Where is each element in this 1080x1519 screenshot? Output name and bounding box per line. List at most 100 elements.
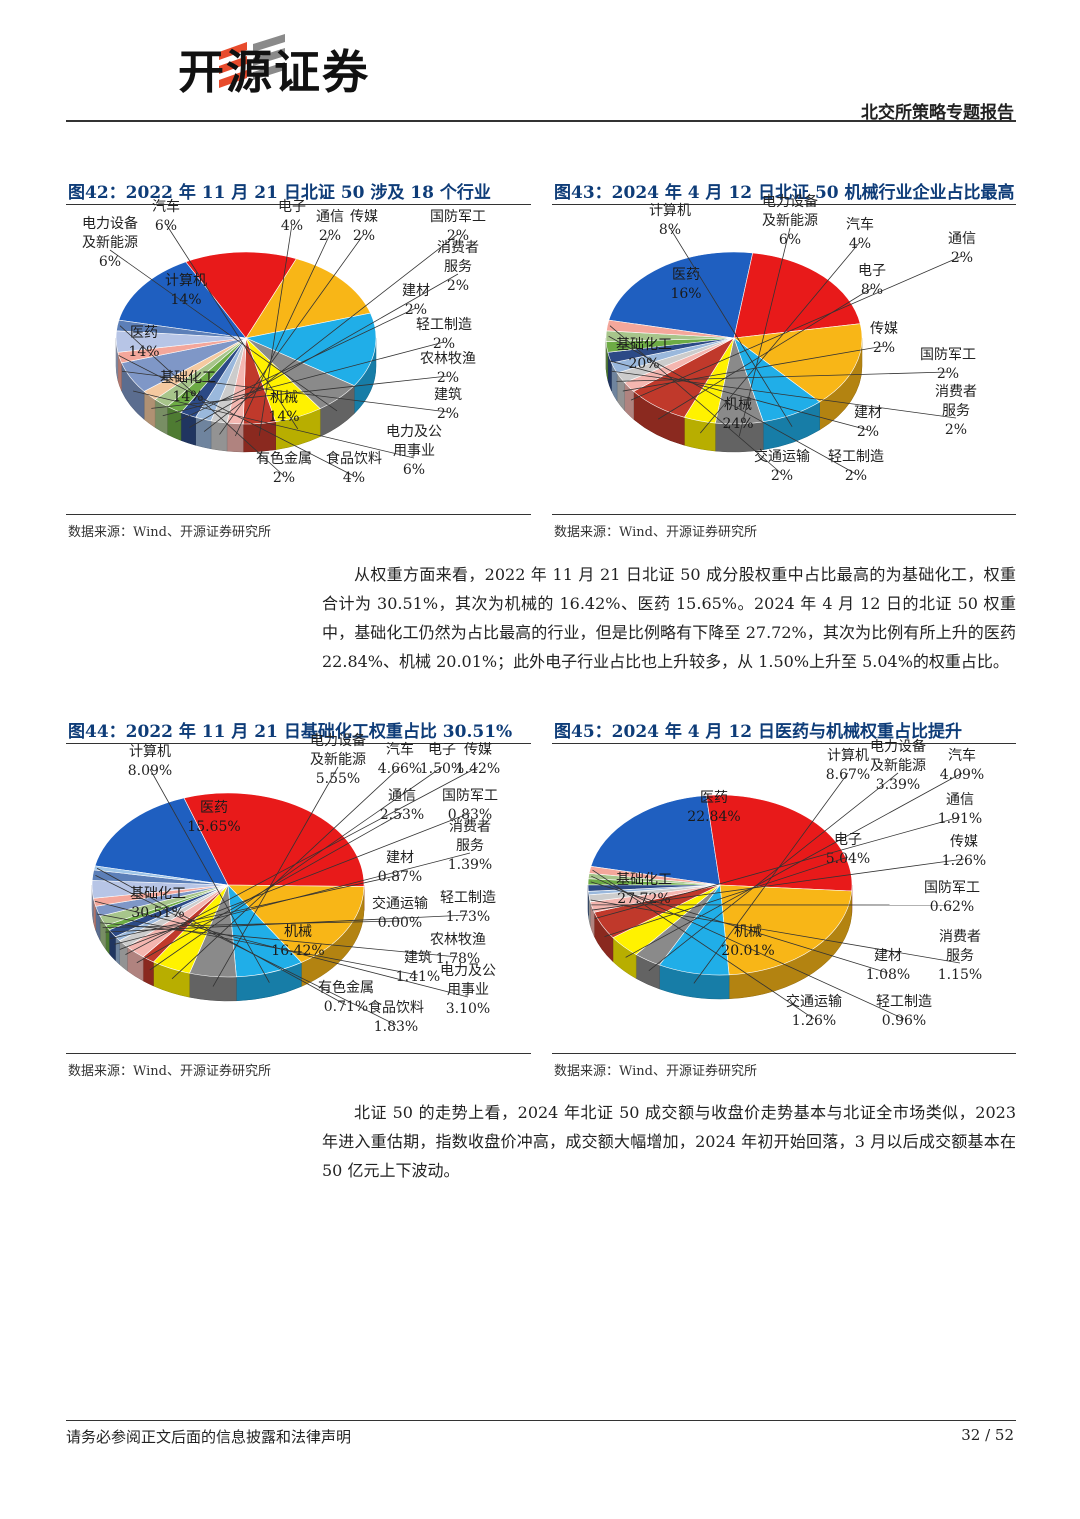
pie-label-2: 医药 22.84% [687,790,740,825]
figure-45-pie-chart: 机械 20.01%基础化工 27.72%医药 22.84%计算机 8.67%电力设备及新… [587,738,986,1029]
pie-label-15: 建筑 2% [434,387,462,422]
pie-label-17: 食品饮料 1.83% [368,999,424,1035]
pie-leader-3 [669,227,793,427]
pie-label-5: 汽车 6% [152,198,180,234]
pie-label-9: 国防军工 0.62% [924,880,980,915]
pie-slices [605,251,863,425]
pie-label-5: 汽车 4.09% [940,747,984,783]
pie-label-8: 传媒 2% [350,209,378,244]
pie-label-11: 建材 2% [854,405,882,440]
pie-label-4: 电力设备及新能源 6% [82,215,138,270]
pie-leader-3 [693,772,849,984]
pie-slice-18 [93,865,229,886]
pie-side-6 [243,421,276,453]
pie-leader-14 [100,922,459,958]
pie-label-16: 食品饮料 4% [326,450,382,486]
pie-labels: 机械 20.01%基础化工 27.72%医药 22.84%计算机 8.67%电力设备及新… [590,738,986,1029]
report-title: 北交所策略专题报告 [861,103,1014,123]
pie-label-2: 医药 14% [128,325,159,360]
pie-label-9: 国防军工 0.83% [442,788,498,823]
pie-leader-4 [648,772,899,971]
pie-leader-11 [175,307,417,423]
body-paragraph-2: 北证 50 的走势上看，2024 年北证 50 成交额与收盘价走势基本与北证全市… [322,1103,1016,1180]
pie-leader-9 [119,812,471,950]
pie-leader-6 [657,287,873,420]
pie-label-3: 计算机 8.09% [128,744,172,779]
pie-label-10: 消费者服务 2% [437,240,479,294]
pie-leader-9 [203,233,459,432]
pie-slice-13 [588,865,721,886]
pie-label-10: 消费者服务 1.39% [448,819,492,873]
figure-42-title: 图42：2022 年 11 月 21 日北证 50 涉及 18 个行业 [68,183,491,203]
pie-label-13: 交通运输 2% [754,448,810,484]
pie-label-8: 传媒 1.26% [942,834,986,869]
figure-45-bottom-rule [552,1053,1016,1054]
pie-slice-1 [183,792,365,887]
pie-label-12: 轻工制造 2% [416,317,472,352]
pie-label-11: 建材 2% [402,283,430,318]
pie-leader-5 [625,772,963,958]
pie-label-10: 消费者服务 2% [935,384,977,438]
pie-label-12: 轻工制造 1.73% [440,890,496,925]
figure-45-rule [552,743,1016,744]
figure-44-source: 数据来源：Wind、开源证券研究所 [68,1064,271,1079]
pie-side-8 [210,420,228,452]
footer-disclaimer: 请务必参阅正文后面的信息披露和法律声明 [66,1428,352,1446]
pie-label-13: 交通运输 1.26% [786,993,842,1029]
pie-leader-8 [125,766,479,955]
pie-leader-11 [609,360,869,431]
logo-mark-icon [219,34,285,88]
header-rule [66,120,1016,122]
pie-slice-0 [590,795,721,886]
pie-label-15: 建筑 1.41% [396,950,440,985]
pie-leader-7 [234,233,331,437]
pie-slice-2 [719,884,853,976]
pie-label-1: 基础化工 14% [160,369,216,405]
pie-label-3: 计算机 8.67% [826,748,870,783]
pie-leader-4 [212,766,339,987]
pie-slice-17 [116,319,247,339]
pie-label-10: 消费者服务 1.15% [938,929,982,983]
pie-label-9: 国防军工 2% [430,209,486,244]
pie-leader-7 [630,255,963,401]
pie-leader-4 [738,227,791,437]
pie-side-9 [115,936,120,966]
pie-side-walls [587,884,853,1000]
figure-43-pie-chart: 机械 24%基础化工 20%医药 16%计算机 8%电力设备及新能源 6%汽车 4%电子 8%… [605,193,977,484]
pie-label-4: 电力设备及新能源 6% [762,193,818,248]
pie-leader-12 [591,875,905,1020]
pie-leader-13 [592,869,815,1020]
pie-label-7: 通信 2.53% [380,788,424,823]
pie-label-3: 计算机 14% [165,273,207,308]
pie-labels: 机械 16.42%基础化工 30.51%医药 15.65%计算机 8.09%电力设备及新… [94,732,500,1035]
pie-leader-13 [151,375,449,409]
pie-leader-14 [133,390,415,459]
pie-slice-0 [118,261,247,339]
pie-label-11: 建材 0.87% [378,850,422,885]
pie-label-7: 通信 2% [316,209,344,244]
footer-rule [66,1420,1016,1421]
pie-leader-13 [609,325,783,475]
pie-leader-7 [136,812,403,964]
pie-side-4 [189,972,237,1002]
pie-label-16: 电力及公用事业 3.10% [440,963,496,1017]
figure-42-rule [66,204,531,205]
pie-label-6: 电子 8% [858,263,886,298]
pie-labels: 机械 24%基础化工 20%医药 16%计算机 8%电力设备及新能源 6%汽车 4%电子 8%… [608,193,977,484]
figure-42-pie-chart: 机械 14% 基础化工 14%医药 14%计算机 14% 电力设备及新能源 6% 汽车 6% 电子 4… [82,198,486,486]
pie-label-12: 轻工制造 0.96% [876,994,932,1029]
pie-label-14: 农林牧渔 1.78% [430,932,486,967]
pie-label-6: 电子 4% [278,199,306,234]
pie-slice-13 [606,319,735,339]
figure-44-bottom-rule [66,1053,531,1054]
pie-label-9: 国防军工 2% [920,347,976,382]
pie-leader-15 [97,913,419,976]
pie-leader-6 [258,223,293,436]
figure-44-rule [66,743,531,744]
figure-42-source: 数据来源：Wind、开源证券研究所 [68,525,271,540]
figure-43-rule [552,204,1016,205]
pie-leader-8 [622,345,885,392]
pie-leader-11 [590,881,889,974]
pie-label-14: 电力及公用事业 6% [386,424,442,478]
pie-slice-1 [705,794,853,892]
